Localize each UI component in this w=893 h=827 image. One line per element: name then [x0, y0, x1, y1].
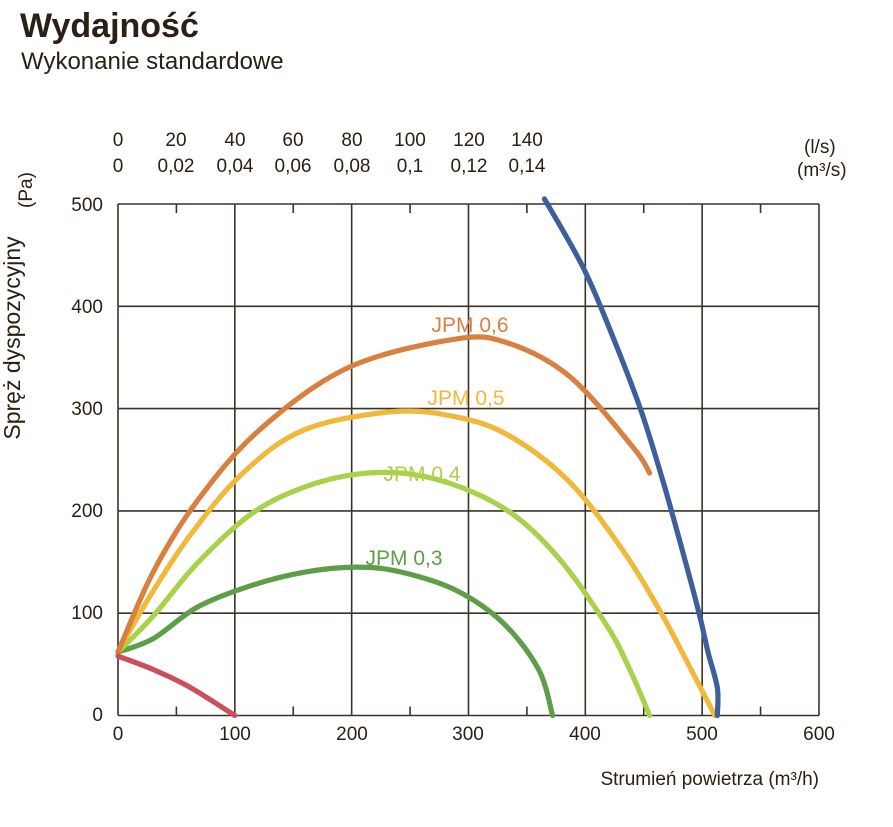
svg-text:100: 100: [219, 724, 251, 745]
svg-text:(Pa): (Pa): [16, 172, 37, 208]
svg-text:400: 400: [71, 297, 103, 318]
svg-text:200: 200: [71, 501, 103, 522]
svg-text:0,14: 0,14: [509, 156, 546, 177]
svg-text:JPM 0,4: JPM 0,4: [383, 463, 460, 486]
svg-text:600: 600: [803, 724, 835, 745]
svg-text:140: 140: [511, 130, 543, 151]
svg-text:0,02: 0,02: [158, 156, 195, 177]
svg-text:20: 20: [165, 130, 186, 151]
svg-text:500: 500: [71, 195, 103, 216]
svg-text:Spręż dyspozycyjny: Spręż dyspozycyjny: [0, 236, 25, 440]
svg-text:200: 200: [336, 724, 368, 745]
svg-text:JPM 0,6: JPM 0,6: [431, 314, 508, 337]
svg-text:120: 120: [453, 130, 485, 151]
svg-text:300: 300: [71, 399, 103, 420]
svg-text:0,06: 0,06: [275, 156, 312, 177]
svg-text:0: 0: [113, 156, 124, 177]
svg-text:0,1: 0,1: [397, 156, 423, 177]
svg-text:0,08: 0,08: [334, 156, 371, 177]
svg-text:0: 0: [113, 130, 124, 151]
svg-text:100: 100: [71, 603, 103, 624]
svg-text:JPM 0,5: JPM 0,5: [427, 387, 504, 410]
svg-text:80: 80: [341, 130, 362, 151]
svg-text:0,12: 0,12: [451, 156, 488, 177]
svg-text:300: 300: [452, 724, 484, 745]
svg-text:(l/s): (l/s): [804, 137, 836, 158]
svg-text:60: 60: [282, 130, 303, 151]
svg-text:(m³/s): (m³/s): [797, 160, 847, 181]
svg-text:40: 40: [224, 130, 245, 151]
svg-text:500: 500: [686, 724, 718, 745]
svg-text:400: 400: [569, 724, 601, 745]
svg-text:JPM 0,3: JPM 0,3: [365, 547, 442, 570]
svg-text:0,04: 0,04: [217, 156, 254, 177]
svg-text:0: 0: [113, 724, 124, 745]
svg-text:Strumień powietrza (m³/h): Strumień powietrza (m³/h): [600, 769, 819, 790]
svg-text:100: 100: [394, 130, 426, 151]
svg-text:0: 0: [92, 705, 103, 726]
